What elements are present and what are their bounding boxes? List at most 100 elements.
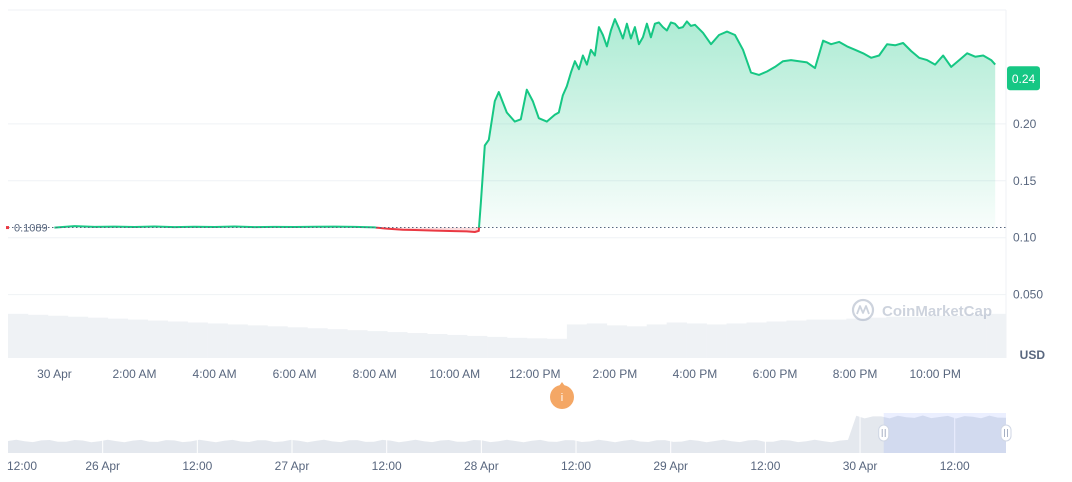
volume-bar bbox=[826, 319, 847, 358]
volume-bar bbox=[646, 324, 667, 358]
y-tick-label: 0.20 bbox=[1013, 117, 1037, 131]
volume-bar bbox=[766, 321, 787, 358]
volume-bar bbox=[586, 323, 608, 358]
baseline-marker: 0.1089 bbox=[6, 223, 1006, 235]
event-info-icon: i bbox=[561, 392, 563, 404]
volume-bar bbox=[487, 336, 508, 358]
volume-bar bbox=[706, 324, 727, 358]
navigator-handle-right[interactable] bbox=[1000, 424, 1012, 442]
volume-bar bbox=[347, 330, 368, 358]
volume-bar bbox=[367, 331, 388, 358]
volume-bar bbox=[107, 318, 129, 358]
navigator-tick-label: 12:00 bbox=[372, 459, 402, 473]
volume-bar bbox=[67, 316, 89, 358]
navigator-selection[interactable] bbox=[883, 413, 1006, 453]
volume-bar bbox=[147, 320, 168, 358]
navigator-tick-label: 12:00 bbox=[7, 459, 37, 473]
volume-bar bbox=[526, 338, 548, 358]
x-tick-label: 4:00 PM bbox=[673, 367, 718, 381]
navigator-tick-label: 27 Apr bbox=[275, 459, 310, 473]
price-line-layer bbox=[54, 18, 996, 233]
volume-bar bbox=[886, 316, 907, 358]
volume-bar bbox=[626, 326, 648, 358]
volume-bar bbox=[187, 322, 208, 358]
navigator-tick-label: 30 Apr bbox=[843, 459, 878, 473]
x-tick-label: 12:00 PM bbox=[509, 367, 560, 381]
navigator-tick-label: 28 Apr bbox=[464, 459, 499, 473]
coinmarketcap-logo-icon bbox=[851, 298, 875, 322]
volume-bar bbox=[686, 323, 707, 358]
volume-bar bbox=[507, 337, 528, 358]
volume-bar bbox=[566, 324, 588, 358]
volume-bar bbox=[207, 323, 228, 358]
volume-bar bbox=[167, 321, 188, 358]
volume-bar bbox=[846, 318, 867, 358]
navigator-series bbox=[8, 415, 1006, 453]
price-area-up bbox=[479, 19, 996, 228]
x-tick-label: 6:00 PM bbox=[753, 367, 798, 381]
volume-bar bbox=[27, 314, 49, 358]
volume-bar bbox=[926, 315, 947, 358]
volume-bar bbox=[906, 316, 927, 358]
navigator[interactable]: 12:00 26 Apr 12:00 27 Apr 12:00 28 Apr 12:00 29… bbox=[7, 413, 1012, 473]
navigator-handle-body[interactable] bbox=[1000, 424, 1012, 442]
y-axis: 0.050 0.10 0.15 0.20 bbox=[1013, 117, 1043, 302]
event-info-marker[interactable]: i bbox=[550, 382, 574, 409]
volume-bar bbox=[666, 322, 687, 358]
volume-bar bbox=[267, 326, 288, 358]
navigator-tick-label: 12:00 bbox=[750, 459, 780, 473]
volume-bar bbox=[47, 315, 69, 358]
navigator-tick-label: 26 Apr bbox=[85, 459, 120, 473]
volume-bar bbox=[8, 313, 29, 358]
current-price-badge-bg bbox=[1007, 66, 1040, 91]
baseline-marker-dot bbox=[6, 226, 9, 230]
volume-bar bbox=[307, 328, 328, 358]
volume-bar bbox=[806, 319, 827, 358]
navigator-handle-body[interactable] bbox=[878, 424, 890, 442]
volume-bar bbox=[127, 319, 149, 358]
x-tick-label: 8:00 PM bbox=[833, 367, 878, 381]
current-price-badge: 0.24 bbox=[1007, 66, 1040, 91]
y-tick-label: 0.050 bbox=[1013, 288, 1043, 302]
y-axis-unit: USD bbox=[1020, 348, 1046, 362]
volume-bar bbox=[986, 313, 1007, 358]
volume-bar bbox=[407, 333, 428, 358]
navigator-tick-label: 29 Apr bbox=[653, 459, 688, 473]
navigator-handle-left[interactable] bbox=[878, 424, 890, 442]
volume-bar bbox=[946, 315, 967, 358]
x-tick-label: 2:00 AM bbox=[112, 367, 156, 381]
navigator-tick-label: 12:00 bbox=[561, 459, 591, 473]
x-axis: 30 Apr 2:00 AM 4:00 AM 6:00 AM 8:00 AM 10:00 … bbox=[37, 367, 961, 381]
coinmarketcap-watermark: CoinMarketCap bbox=[851, 298, 992, 322]
volume-bar bbox=[726, 323, 747, 358]
volume-bar bbox=[387, 332, 408, 358]
volume-bar bbox=[467, 335, 488, 358]
volume-bar bbox=[746, 322, 767, 358]
x-tick-label: 4:00 AM bbox=[193, 367, 237, 381]
price-line-up bbox=[54, 225, 377, 229]
navigator-tick-label: 12:00 bbox=[940, 459, 970, 473]
current-price-label: 0.24 bbox=[1012, 72, 1036, 86]
x-tick-label: 6:00 AM bbox=[273, 367, 317, 381]
x-tick-label: 10:00 AM bbox=[429, 367, 480, 381]
price-line-down bbox=[375, 226, 480, 233]
x-tick-label: 8:00 AM bbox=[353, 367, 397, 381]
volume-bar bbox=[866, 317, 887, 358]
baseline-label: 0.1089 bbox=[14, 223, 48, 235]
volume-bar bbox=[227, 324, 248, 358]
x-tick-label: 30 Apr bbox=[37, 367, 72, 381]
volume-bar bbox=[546, 338, 568, 358]
volume-bar bbox=[447, 334, 468, 358]
volume-bar bbox=[427, 334, 448, 358]
volume-bar bbox=[327, 329, 348, 358]
x-tick-label: 2:00 PM bbox=[593, 367, 638, 381]
volume-bar bbox=[606, 325, 628, 358]
y-tick-label: 0.15 bbox=[1013, 174, 1037, 188]
volume-bar bbox=[966, 314, 987, 358]
volume-bar bbox=[87, 317, 109, 358]
price-line-up bbox=[478, 18, 996, 228]
volume-bar bbox=[786, 320, 807, 358]
navigator-tick-label: 12:00 bbox=[182, 459, 212, 473]
